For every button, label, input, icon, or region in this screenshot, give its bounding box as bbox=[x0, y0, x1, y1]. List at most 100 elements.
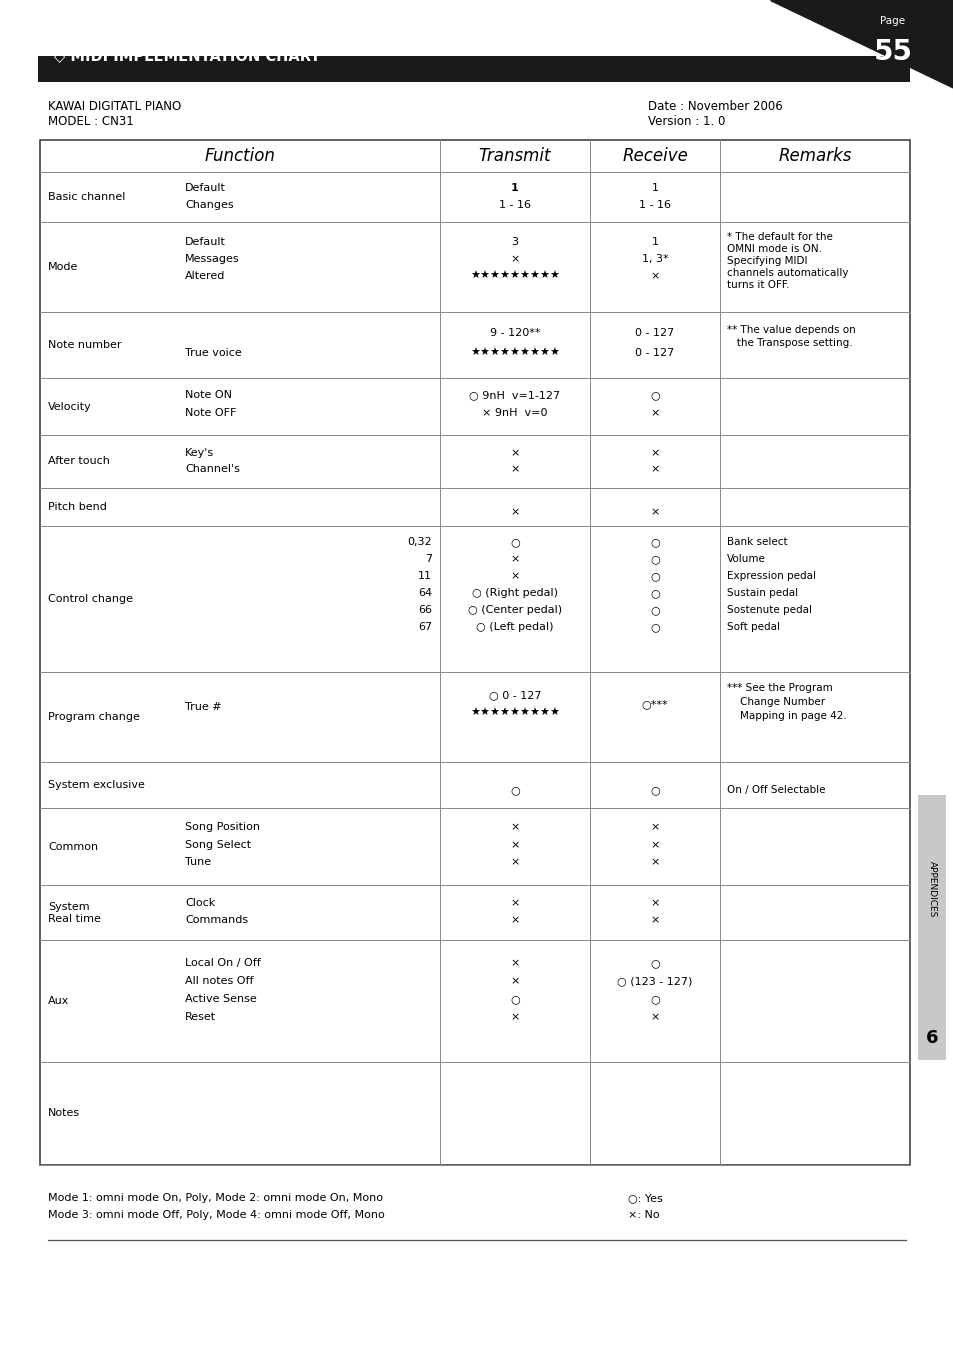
Text: ×: × bbox=[650, 1012, 659, 1022]
Text: Note ON: Note ON bbox=[185, 390, 232, 400]
Text: ○: ○ bbox=[649, 622, 659, 632]
Text: the Transpose setting.: the Transpose setting. bbox=[726, 338, 852, 348]
Text: MODEL : CN31: MODEL : CN31 bbox=[48, 115, 133, 128]
Text: ○: ○ bbox=[649, 605, 659, 616]
Text: ★★★★★★★★★: ★★★★★★★★★ bbox=[470, 348, 559, 358]
Text: Mode 3: omni mode Off, Poly, Mode 4: omni mode Off, Mono: Mode 3: omni mode Off, Poly, Mode 4: omn… bbox=[48, 1210, 384, 1220]
Text: ×: × bbox=[510, 554, 519, 564]
Text: × 9nH  v=0: × 9nH v=0 bbox=[482, 408, 547, 418]
Text: ×: × bbox=[510, 840, 519, 850]
Text: 3: 3 bbox=[511, 238, 518, 247]
Text: ×: × bbox=[510, 464, 519, 474]
Text: ×: × bbox=[650, 508, 659, 517]
Text: Sustain pedal: Sustain pedal bbox=[726, 589, 798, 598]
Text: Song Select: Song Select bbox=[185, 840, 251, 850]
Text: 6: 6 bbox=[924, 1029, 937, 1048]
Text: Channel's: Channel's bbox=[185, 464, 239, 474]
Text: Mode 1: omni mode On, Poly, Mode 2: omni mode On, Mono: Mode 1: omni mode On, Poly, Mode 2: omni… bbox=[48, 1193, 382, 1203]
Text: ×: × bbox=[650, 857, 659, 867]
Text: Tune: Tune bbox=[185, 857, 211, 867]
Text: Basic channel: Basic channel bbox=[48, 192, 125, 202]
Text: Notes: Notes bbox=[48, 1108, 80, 1119]
Text: ○ (Right pedal): ○ (Right pedal) bbox=[472, 589, 558, 598]
Polygon shape bbox=[769, 0, 953, 88]
Text: ×: × bbox=[510, 1012, 519, 1022]
Text: ×: × bbox=[650, 271, 659, 281]
Text: Messages: Messages bbox=[185, 254, 239, 265]
Text: 0 - 127: 0 - 127 bbox=[635, 328, 674, 338]
Text: After touch: After touch bbox=[48, 456, 110, 467]
Text: ** The value depends on: ** The value depends on bbox=[726, 325, 855, 335]
Text: 1: 1 bbox=[511, 184, 518, 193]
Text: ○: ○ bbox=[649, 958, 659, 968]
Text: Velocity: Velocity bbox=[48, 401, 91, 412]
Text: ○: ○ bbox=[649, 571, 659, 580]
Text: Sostenute pedal: Sostenute pedal bbox=[726, 605, 811, 616]
Text: Real time: Real time bbox=[48, 914, 101, 923]
Text: Volume: Volume bbox=[726, 554, 765, 564]
Text: ○: ○ bbox=[649, 554, 659, 564]
Text: ×: × bbox=[650, 898, 659, 909]
Bar bbox=[40, 140, 909, 1165]
Text: ×: × bbox=[650, 840, 659, 850]
Text: OMNI mode is ON.: OMNI mode is ON. bbox=[726, 244, 821, 254]
Text: 1: 1 bbox=[651, 184, 658, 193]
Text: ○ (Center pedal): ○ (Center pedal) bbox=[468, 605, 561, 616]
Text: Note OFF: Note OFF bbox=[185, 408, 236, 418]
Text: True voice: True voice bbox=[185, 348, 241, 358]
Text: True #: True # bbox=[185, 702, 221, 711]
Text: Date : November 2006: Date : November 2006 bbox=[647, 100, 781, 113]
Text: 64: 64 bbox=[417, 589, 432, 598]
Text: ×: × bbox=[510, 571, 519, 580]
Text: System exclusive: System exclusive bbox=[48, 780, 145, 790]
Text: Song Position: Song Position bbox=[185, 822, 260, 832]
Text: 0 - 127: 0 - 127 bbox=[635, 348, 674, 358]
Text: ○: ○ bbox=[649, 537, 659, 547]
Text: Bank select: Bank select bbox=[726, 537, 787, 547]
Text: ○: ○ bbox=[510, 994, 519, 1004]
Text: Control change: Control change bbox=[48, 594, 132, 603]
Text: *** See the Program: *** See the Program bbox=[726, 683, 832, 693]
Text: 7: 7 bbox=[424, 554, 432, 564]
Text: ○ (Left pedal): ○ (Left pedal) bbox=[476, 622, 553, 632]
Text: KAWAI DIGITATL PIANO: KAWAI DIGITATL PIANO bbox=[48, 100, 181, 113]
Text: 0,32: 0,32 bbox=[407, 537, 432, 547]
Bar bbox=[917, 795, 945, 1060]
Text: 1 - 16: 1 - 16 bbox=[639, 200, 670, 211]
Text: ○ 0 - 127: ○ 0 - 127 bbox=[488, 690, 540, 701]
Text: turns it OFF.: turns it OFF. bbox=[726, 279, 789, 290]
Text: ×: × bbox=[510, 448, 519, 458]
Text: ○ (123 - 127): ○ (123 - 127) bbox=[617, 976, 692, 986]
Text: 1 - 16: 1 - 16 bbox=[498, 200, 531, 211]
Text: channels automatically: channels automatically bbox=[726, 269, 847, 278]
Text: ×: No: ×: No bbox=[627, 1210, 659, 1220]
Text: Clock: Clock bbox=[185, 898, 215, 909]
Text: Program change: Program change bbox=[48, 711, 140, 722]
Text: Common: Common bbox=[48, 841, 98, 852]
Text: Receive: Receive bbox=[621, 147, 687, 165]
Text: ×: × bbox=[510, 508, 519, 517]
Text: ○: ○ bbox=[649, 589, 659, 598]
Text: Function: Function bbox=[204, 147, 275, 165]
Text: ×: × bbox=[650, 448, 659, 458]
Text: ○: ○ bbox=[510, 537, 519, 547]
Text: ×: × bbox=[650, 408, 659, 418]
Text: Pitch bend: Pitch bend bbox=[48, 502, 107, 512]
Text: Changes: Changes bbox=[185, 200, 233, 211]
Text: ×: × bbox=[650, 915, 659, 925]
Text: 11: 11 bbox=[417, 571, 432, 580]
Text: Specifying MIDI: Specifying MIDI bbox=[726, 256, 806, 266]
Text: ○: Yes: ○: Yes bbox=[627, 1193, 662, 1203]
Text: Version : 1. 0: Version : 1. 0 bbox=[647, 115, 724, 128]
Text: Altered: Altered bbox=[185, 271, 225, 281]
Text: * The default for the: * The default for the bbox=[726, 232, 832, 242]
Text: Commands: Commands bbox=[185, 915, 248, 925]
Text: ×: × bbox=[510, 254, 519, 265]
Text: All notes Off: All notes Off bbox=[185, 976, 253, 986]
Text: ○: ○ bbox=[649, 994, 659, 1004]
Text: Page: Page bbox=[880, 16, 904, 26]
Text: ×: × bbox=[510, 958, 519, 968]
Text: APPENDICES: APPENDICES bbox=[926, 861, 936, 917]
Text: ◇ MIDI IMPLEMENTATION CHART: ◇ MIDI IMPLEMENTATION CHART bbox=[54, 49, 320, 63]
Text: Transmit: Transmit bbox=[478, 147, 551, 165]
